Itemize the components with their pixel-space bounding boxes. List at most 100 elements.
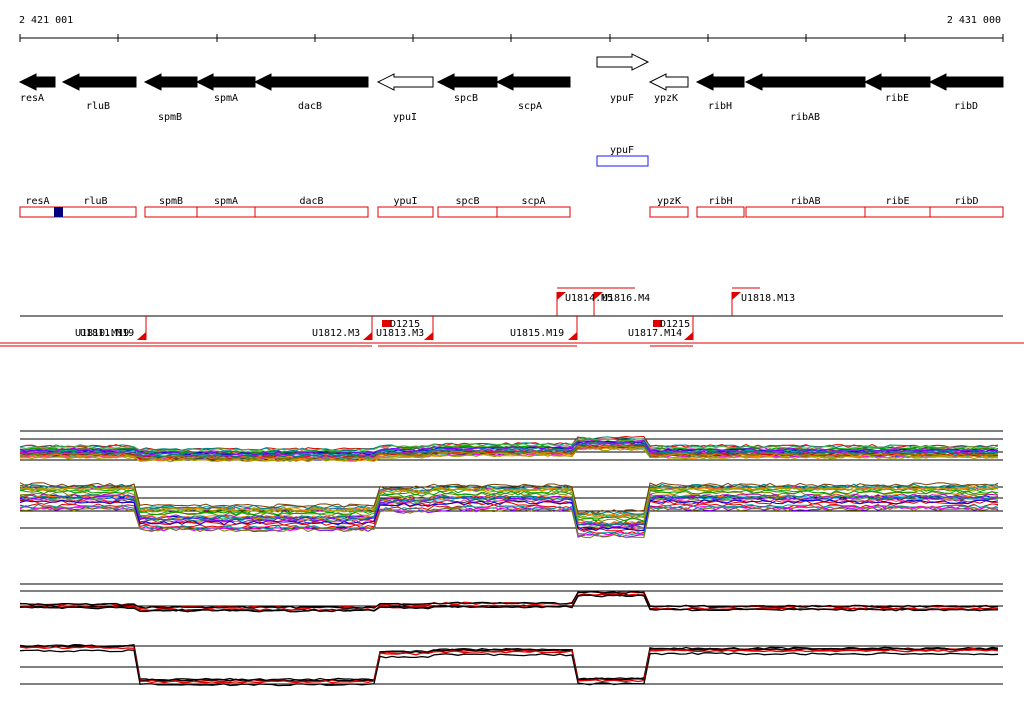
segment-label-U1815.M19: U1815.M19 xyxy=(510,328,564,339)
expression-profile-line xyxy=(19,486,999,519)
minus-feature-spmA[interactable] xyxy=(196,206,256,218)
ruler-start-label: 2 421 001 xyxy=(19,15,73,26)
expression-profiles-selected xyxy=(19,583,1003,687)
minus-feature-ribH[interactable] xyxy=(696,206,745,218)
minus-feature-label-ypuI: ypuI xyxy=(393,196,417,207)
expression-profile-line xyxy=(19,590,999,609)
expression-profile-line xyxy=(19,498,999,531)
gene-arrow-ypuF[interactable] xyxy=(596,53,650,71)
ruler-end-label: 2 431 000 xyxy=(947,15,1001,26)
expression-profile-line xyxy=(19,646,999,684)
expression-profile-line xyxy=(19,444,999,460)
segment-label-U1814.M5: U1814.M5 xyxy=(565,293,613,304)
minus-feature-dacB[interactable] xyxy=(254,206,369,218)
segment-label-U1810.M19: U1810.M19 xyxy=(75,328,129,339)
minus-feature-label-ribE: ribE xyxy=(885,196,909,207)
expression-profile-line xyxy=(19,644,999,682)
expression-profile-line xyxy=(19,500,999,533)
gene-label-dacB: dacB xyxy=(298,101,322,112)
minus-feature-resA[interactable] xyxy=(19,206,56,218)
gene-label-spmB: spmB xyxy=(158,112,182,123)
segment-flag xyxy=(137,332,146,340)
minus-feature-ribE[interactable] xyxy=(864,206,931,218)
minus-track-marker xyxy=(54,207,63,217)
plus-strand-feature-track: ypuF xyxy=(596,145,649,167)
minus-feature-ribD[interactable] xyxy=(929,206,1004,218)
segment-flag xyxy=(594,292,603,300)
expression-profile-line xyxy=(19,447,999,463)
segment-flag xyxy=(557,292,566,300)
segment-label-U1816.M4: U1816.M4 xyxy=(602,293,650,304)
expression-profile-line xyxy=(19,489,999,522)
segment-label-U1812.M3: U1812.M3 xyxy=(312,328,360,339)
gene-arrow-ribH[interactable] xyxy=(695,73,745,91)
gene-label-ribH: ribH xyxy=(708,101,732,112)
gene-arrow-track: resA rluB spmB spmA dacB ypuI spcB scpA ypuF ypzK… xyxy=(18,53,1004,123)
gene-arrow-rluB[interactable] xyxy=(61,73,137,91)
expression-profile-line xyxy=(19,486,999,518)
gene-arrow-spmB[interactable] xyxy=(143,73,198,91)
minus-feature-label-dacB: dacB xyxy=(299,196,323,207)
expression-profile-line xyxy=(19,494,999,526)
plus-feature-label-ypuF: ypuF xyxy=(610,145,634,156)
minus-feature-ypuI[interactable] xyxy=(377,206,434,218)
gene-arrow-ribAB[interactable] xyxy=(744,73,866,91)
gene-label-ypzK: ypzK xyxy=(654,93,678,104)
segment-flag xyxy=(732,292,741,300)
minus-feature-label-spcB: spcB xyxy=(455,196,479,207)
gene-label-resA: resA xyxy=(20,93,44,104)
gene-label-ypuF: ypuF xyxy=(610,93,634,104)
segment-label-U1818.M13: U1818.M13 xyxy=(741,293,795,304)
minus-feature-label-ribD: ribD xyxy=(954,196,978,207)
gene-label-ribAB: ribAB xyxy=(790,112,820,123)
minus-feature-ypzK[interactable] xyxy=(649,206,689,218)
segment-flag xyxy=(363,332,372,340)
segment-flag xyxy=(424,332,433,340)
gene-arrow-ribE[interactable] xyxy=(863,73,931,91)
gene-arrow-ribD[interactable] xyxy=(928,73,1004,91)
segment-flag xyxy=(684,332,693,340)
minus-feature-label-ribH: ribH xyxy=(708,196,732,207)
minus-feature-rluB[interactable] xyxy=(54,206,137,218)
expression-profile-line xyxy=(19,446,999,462)
motif-box-D1215-b[interactable] xyxy=(653,320,662,327)
gene-label-spcB: spcB xyxy=(454,93,478,104)
expression-profile-line xyxy=(19,506,999,539)
segment-label-U1811.M19: U1811.M19 xyxy=(80,328,134,339)
gene-arrow-spcB[interactable] xyxy=(436,73,498,91)
ruler-ticks xyxy=(19,34,1004,42)
plus-feature-ypuF[interactable] xyxy=(596,155,649,167)
minus-feature-label-spmA: spmA xyxy=(214,196,238,207)
expression-profile-line xyxy=(19,594,999,613)
gene-label-ribD: ribD xyxy=(954,101,978,112)
expression-profile-line xyxy=(19,442,999,458)
position-ruler: 2 421 001 2 431 000 xyxy=(19,15,1004,42)
gene-arrow-spmA[interactable] xyxy=(195,73,256,91)
motif-label-D1215-a: D1215 xyxy=(390,319,420,330)
gene-arrow-ypuI[interactable] xyxy=(376,73,434,91)
expression-profiles-all xyxy=(19,430,1003,539)
minus-strand-feature-track: resA rluB spmB spmA dacB ypuI spcB scpA ypzK ribH… xyxy=(19,196,1004,218)
segment-label-U1817.M14: U1817.M14 xyxy=(628,328,682,339)
expression-profile-line xyxy=(19,504,999,536)
gene-label-rluB: rluB xyxy=(86,101,110,112)
minus-feature-spcB[interactable] xyxy=(437,206,498,218)
segment-flag xyxy=(568,332,577,340)
minus-feature-scpA[interactable] xyxy=(496,206,571,218)
minus-feature-spmB[interactable] xyxy=(144,206,198,218)
gene-arrow-resA[interactable] xyxy=(18,73,56,91)
minus-feature-ribAB[interactable] xyxy=(745,206,866,218)
minus-feature-label-spmB: spmB xyxy=(159,196,183,207)
minus-feature-label-resA: resA xyxy=(25,196,49,207)
motif-box-D1215-a[interactable] xyxy=(382,320,391,327)
expression-profile-line xyxy=(19,649,999,687)
gene-label-scpA: scpA xyxy=(518,101,542,112)
minus-feature-label-scpA: scpA xyxy=(521,196,545,207)
minus-feature-label-rluB: rluB xyxy=(83,196,107,207)
gene-arrow-scpA[interactable] xyxy=(495,73,571,91)
segment-label-U1813.M3: U1813.M3 xyxy=(376,328,424,339)
expression-profile-line xyxy=(19,484,999,517)
gene-arrow-ypzK[interactable] xyxy=(648,73,689,91)
gene-arrow-dacB[interactable] xyxy=(253,73,369,91)
